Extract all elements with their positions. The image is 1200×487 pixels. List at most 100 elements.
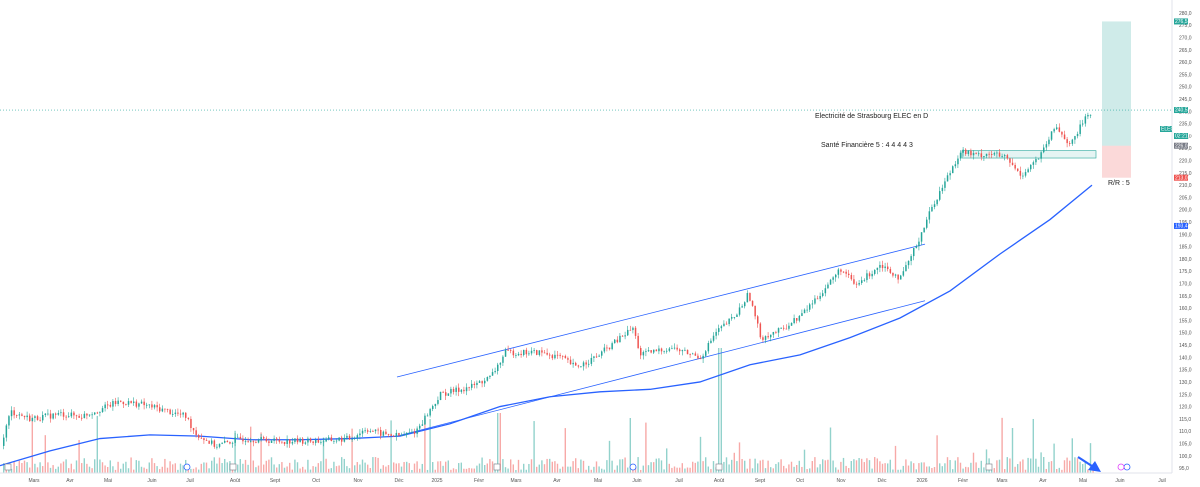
candle-body — [322, 441, 325, 443]
price-axis: 95,0 100,0 105,0 110,0 115,0 120,0 125,0 130,0 1… — [1171, 0, 1192, 473]
price-tick-label: 125,0 — [1179, 392, 1192, 398]
volume-bar — [842, 457, 845, 473]
price-tick-label: 215,0 — [1179, 171, 1192, 177]
candle-body — [543, 352, 546, 354]
candle-body — [801, 313, 803, 316]
candle-body — [478, 381, 481, 383]
price-tag — [1174, 142, 1188, 149]
volume-bar — [749, 458, 751, 473]
candle-body — [523, 349, 525, 356]
candle-body — [790, 323, 793, 326]
candle-body — [195, 430, 197, 436]
candle-body — [255, 442, 257, 444]
volume-bar — [793, 466, 795, 473]
earnings-marker — [985, 463, 993, 471]
volume-bar — [814, 457, 816, 473]
candle-body — [533, 350, 535, 351]
volume-bar — [484, 464, 486, 473]
volume-bar — [530, 459, 533, 473]
volume-bar — [796, 465, 798, 473]
volume-bar — [627, 467, 629, 473]
candle-body — [1035, 159, 1037, 163]
candle-body — [965, 149, 967, 155]
candle-body — [317, 440, 320, 443]
candle-body — [590, 357, 593, 364]
volume-bar — [910, 461, 912, 473]
volume-bar — [835, 467, 837, 473]
volume-bar — [777, 462, 780, 473]
volume-bar — [679, 467, 681, 473]
candle-body — [315, 440, 317, 443]
time-tick-label: Sept — [755, 478, 766, 484]
earnings-marker — [4, 463, 12, 471]
candle-body — [668, 348, 671, 351]
volume-bar — [330, 468, 332, 473]
volume-bar — [36, 467, 39, 473]
price-tick-label: 210,0 — [1179, 183, 1192, 189]
volume-bar — [174, 463, 176, 473]
price-tag-label: 276,5 — [1175, 19, 1188, 25]
volume-bar — [127, 468, 130, 473]
volume-bar — [811, 461, 813, 473]
candle-body — [231, 442, 234, 444]
candle-body — [619, 335, 621, 343]
candle-body — [294, 438, 296, 443]
volume-bar — [619, 459, 621, 473]
volume-bar — [478, 463, 481, 473]
candle-body — [278, 439, 281, 442]
candle-body — [788, 325, 790, 329]
candle-body — [239, 436, 242, 439]
candle-body — [179, 413, 182, 415]
candle-body — [320, 441, 322, 443]
candle-body — [946, 175, 949, 182]
volume-bar — [338, 465, 340, 473]
candle-body — [629, 329, 632, 331]
volume-bar — [783, 465, 785, 473]
candle-body — [125, 404, 127, 405]
candle-body — [546, 352, 548, 355]
volume-bar — [198, 469, 200, 473]
volume-bar — [309, 469, 312, 473]
volume-bar — [733, 452, 735, 473]
volume-bar — [411, 469, 413, 473]
earnings-marker — [229, 463, 237, 471]
candle-body — [1048, 139, 1050, 145]
candle-body — [133, 401, 135, 403]
volume-bar — [49, 467, 52, 473]
candle-body — [637, 335, 639, 349]
candle-body — [1082, 123, 1084, 125]
volume-bar — [923, 462, 925, 473]
candle-body — [933, 204, 936, 207]
volume-bar — [1089, 443, 1092, 473]
volume-bar — [936, 435, 938, 473]
candle-body — [879, 264, 881, 268]
volume-bar — [993, 468, 995, 473]
volume-bar — [468, 467, 470, 473]
volume-bar — [962, 468, 964, 473]
price-tick-label: 205,0 — [1179, 195, 1192, 201]
candle-body — [276, 438, 278, 440]
candle-body — [720, 326, 723, 329]
time-tick-label: Déc — [878, 478, 887, 484]
candle-body — [387, 434, 390, 435]
candle-body — [47, 413, 49, 415]
volume-bar — [577, 468, 579, 473]
candle-body — [281, 441, 283, 443]
candle-body — [229, 442, 231, 444]
volume-bar — [866, 458, 868, 473]
volume-bar — [928, 466, 930, 473]
candle-body — [166, 408, 169, 410]
volume-bar — [1040, 452, 1042, 473]
volume-bar — [585, 469, 587, 473]
volume-bar — [203, 462, 205, 473]
candle-body — [614, 339, 616, 344]
volume-bar — [205, 462, 208, 473]
volume-bar — [863, 462, 865, 473]
volume-bar — [359, 464, 361, 473]
candle-body — [1001, 156, 1003, 157]
candle-body — [658, 348, 660, 352]
volume-bar — [195, 467, 197, 473]
candle-body — [692, 353, 694, 355]
volume-bar — [541, 460, 543, 473]
